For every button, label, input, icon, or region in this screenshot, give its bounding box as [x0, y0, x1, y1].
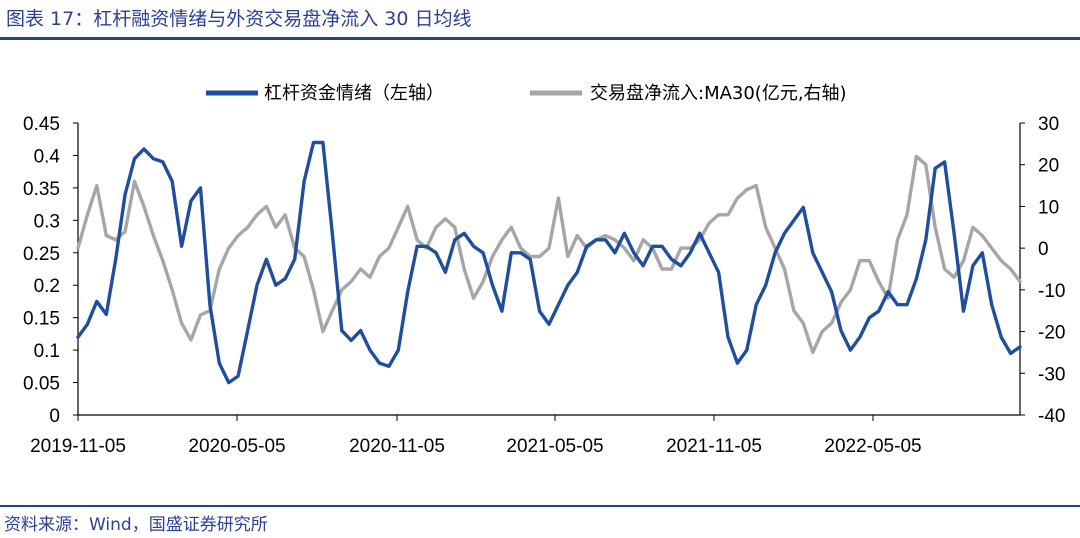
right-tick-label: 20 [1038, 156, 1059, 177]
legend-label-net-inflow: 交易盘净流入:MA30(亿元,右轴) [590, 83, 847, 104]
right-tick-label: 10 [1038, 197, 1059, 218]
chart-title: 图表 17：杠杆融资情绪与外资交易盘净流入 30 日均线 [6, 8, 472, 30]
title-rule [0, 37, 1080, 40]
left-tick-label: 0.35 [23, 179, 60, 200]
left-tick-label: 0.25 [23, 244, 60, 265]
left-tick-label: 0.2 [34, 276, 60, 297]
right-tick-label: 30 [1038, 114, 1059, 135]
chart-legend: 杠杆资金情绪（左轴） 交易盘净流入:MA30(亿元,右轴) [206, 83, 847, 104]
left-tick-label: 0.4 [34, 146, 61, 167]
footer-rule [0, 505, 1080, 507]
x-tick-label: 2022-05-05 [824, 436, 921, 457]
x-tick-label: 2020-05-05 [188, 436, 285, 457]
leverage-sentiment-line [76, 140, 1022, 385]
left-tick-label: 0.05 [23, 374, 60, 395]
right-tick-label: -30 [1038, 364, 1065, 385]
x-tick-label: 2021-11-05 [666, 436, 762, 457]
right-tick-label: -40 [1038, 406, 1065, 427]
legend-label-leverage: 杠杆资金情绪（左轴） [264, 83, 444, 104]
right-tick-label: 0 [1038, 239, 1049, 260]
chart-axes [77, 123, 1021, 416]
left-tick-label: 0.1 [34, 341, 60, 362]
source-note: 资料来源：Wind，国盛证券研究所 [4, 515, 268, 535]
chart-figure: 杠杆资金情绪（左轴） 交易盘净流入:MA30(亿元,右轴) 0.45 0.4 0.3… [23, 83, 1065, 457]
left-tick-label: 0.3 [34, 211, 60, 232]
right-tick-label: -20 [1038, 323, 1065, 344]
right-tick-label: -10 [1038, 281, 1065, 302]
left-tick-label: 0.45 [23, 114, 60, 135]
x-tick-label: 2021-05-05 [506, 436, 603, 457]
x-tick-label: 2020-11-05 [349, 436, 445, 457]
left-tick-label: 0 [49, 406, 60, 427]
net-inflow-ma30-line [76, 154, 1022, 355]
left-tick-label: 0.15 [23, 309, 60, 330]
x-tick-label: 2019-11-05 [30, 436, 126, 457]
